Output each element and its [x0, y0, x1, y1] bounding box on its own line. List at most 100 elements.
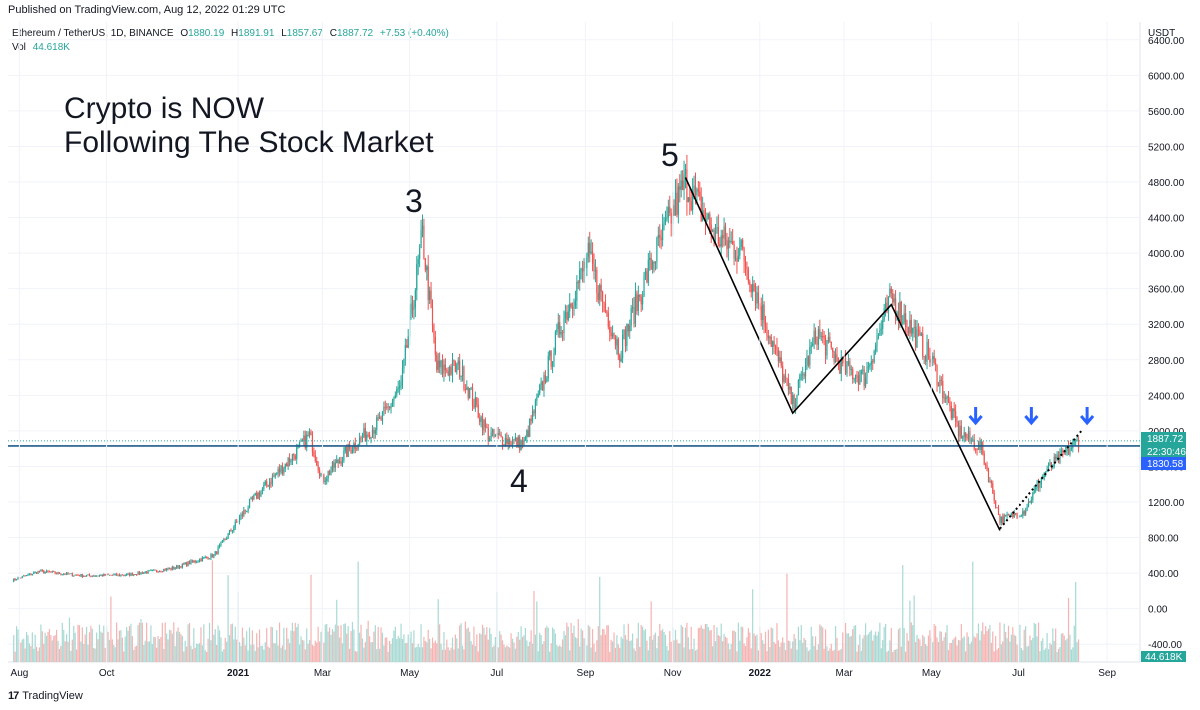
candle-body	[800, 374, 802, 376]
volume-bar	[1002, 641, 1004, 662]
volume-bar	[300, 636, 302, 662]
candle-body	[1062, 450, 1064, 453]
candle-body	[1013, 513, 1015, 517]
candle-body	[804, 365, 807, 377]
candle-body	[316, 460, 318, 466]
candle-body	[114, 573, 116, 575]
candle-body	[266, 481, 268, 485]
volume-bar	[752, 589, 754, 662]
volume-bar	[563, 631, 565, 662]
candle-body	[626, 324, 628, 347]
volume-bar	[469, 631, 471, 662]
candle-body	[234, 521, 236, 528]
candle-body	[96, 575, 98, 577]
candle-body	[74, 574, 76, 576]
candle-body	[886, 302, 888, 312]
volume-bar	[766, 651, 768, 662]
volume-bar	[537, 651, 539, 662]
candle-body	[560, 331, 562, 335]
volume-bar	[63, 629, 65, 662]
candle-body	[1000, 516, 1002, 523]
volume-bar	[694, 650, 697, 662]
candle-body	[766, 327, 768, 337]
candle-body	[744, 260, 747, 267]
candle-body	[732, 241, 734, 245]
candle-body	[1070, 448, 1072, 450]
volume-bar	[990, 642, 992, 662]
candle-body	[430, 290, 432, 308]
candle-body	[897, 312, 900, 322]
volume-bar	[377, 626, 379, 662]
volume-bar	[704, 623, 707, 662]
price-tick-label: 3200.00	[1148, 320, 1185, 331]
volume-bar	[623, 624, 625, 662]
candle-body	[876, 336, 878, 346]
candle-body	[217, 547, 219, 554]
volume-bar	[887, 650, 890, 662]
volume-bar	[807, 651, 810, 662]
candle-body	[837, 357, 840, 363]
candle-body	[623, 329, 625, 335]
volume-bar	[466, 628, 468, 662]
candle-body	[84, 576, 86, 577]
countdown-text: 22:30:46	[1147, 447, 1186, 458]
candle-body	[70, 573, 72, 575]
candle-body	[889, 288, 891, 297]
candle-body	[168, 568, 171, 570]
volume-bar	[277, 645, 279, 662]
candle-body	[184, 562, 186, 565]
volume-bar	[54, 635, 56, 662]
candle-body	[25, 574, 28, 576]
candle-body	[246, 510, 248, 512]
candle-body	[579, 269, 581, 284]
candle-body	[803, 373, 805, 377]
volume-bar	[30, 646, 32, 662]
candle-body	[94, 575, 96, 577]
candle-body	[965, 432, 967, 438]
candle-body	[414, 290, 416, 308]
candle-body	[882, 319, 884, 329]
candle-body	[952, 408, 954, 419]
candle-body	[687, 197, 689, 203]
volume-bar	[827, 651, 830, 662]
volume-bar	[151, 644, 153, 662]
volume-bar	[131, 636, 133, 662]
volume-bar	[570, 622, 572, 662]
volume-bar	[28, 643, 31, 662]
volume-bar	[297, 623, 299, 662]
volume-bar	[486, 627, 488, 662]
candle-body	[817, 329, 820, 345]
candle-body	[77, 575, 79, 576]
volume-bar	[556, 645, 558, 662]
volume-bar	[723, 633, 725, 662]
candle-body	[320, 473, 322, 477]
vol-value: 44.618K	[33, 42, 71, 53]
volume-bar	[371, 642, 374, 662]
volume-bar	[436, 643, 438, 662]
volume-bar	[176, 631, 178, 662]
candle-body	[1036, 482, 1038, 488]
volume-bar	[50, 635, 52, 662]
price-tick-label: -400.00	[1148, 640, 1182, 651]
volume-bar	[692, 649, 694, 662]
price-tick-label: 4400.00	[1148, 214, 1185, 225]
candle-body	[601, 291, 604, 302]
volume-bar	[334, 624, 336, 662]
candle-body	[985, 464, 987, 466]
volume-bar	[389, 640, 391, 662]
volume-bar	[616, 635, 618, 662]
volume-bar	[233, 639, 235, 662]
candle-body	[1035, 487, 1037, 490]
candle-body	[1003, 514, 1005, 523]
volume-bar	[196, 643, 198, 662]
volume-bar	[636, 638, 638, 662]
candle-body	[188, 561, 191, 565]
candle-body	[937, 385, 940, 387]
volume-bar	[283, 627, 285, 662]
candle-body	[67, 572, 69, 575]
candle-body	[224, 539, 226, 541]
candle-body	[767, 336, 769, 339]
tradingview-logo[interactable]: 17 TradingView	[8, 690, 83, 702]
candle-body	[264, 481, 266, 485]
